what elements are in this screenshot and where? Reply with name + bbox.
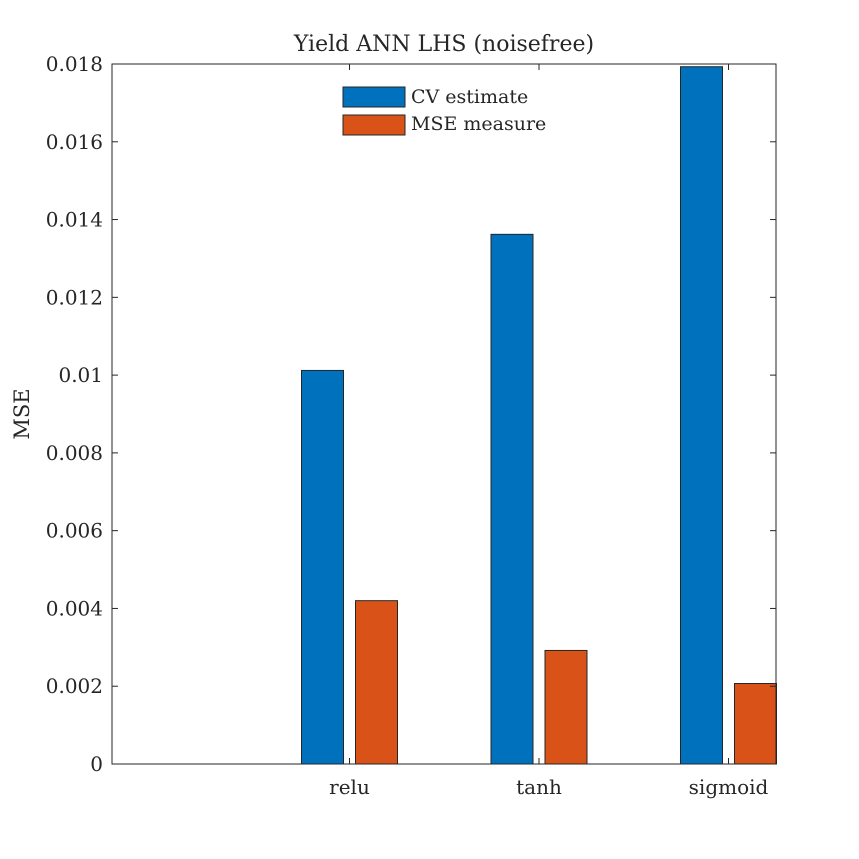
- legend: CV estimate MSE measure: [336, 80, 552, 140]
- y-axis-label: MSE: [10, 388, 34, 439]
- x-tick-label-sigmoid: sigmoid: [689, 775, 769, 799]
- bar-cv-estimate-sigmoid: [680, 66, 723, 765]
- bar-mse-measure-relu: [355, 600, 398, 765]
- bars-group: [301, 66, 777, 765]
- y-tick-label: 0.018: [46, 52, 103, 76]
- y-tick-label: 0.004: [46, 596, 103, 620]
- plot-background: [112, 64, 776, 764]
- ticks-group: 0 0.002 0.004 0.006 0.008 0.01 0.012 0.014 0.016…: [46, 52, 776, 799]
- y-tick-label: 0.002: [46, 674, 103, 698]
- legend-label-cv-estimate: CV estimate: [411, 86, 528, 108]
- legend-label-mse-measure: MSE measure: [411, 113, 546, 135]
- bar-cv-estimate-relu: [301, 369, 344, 765]
- y-tick-label: 0.014: [46, 208, 103, 232]
- y-tick-label: 0: [90, 752, 103, 776]
- y-tick-label: 0.008: [46, 441, 103, 465]
- plot-frame: [111, 63, 777, 765]
- x-tick-label-relu: relu: [329, 775, 370, 799]
- y-tick-label: 0.006: [46, 519, 103, 543]
- y-tick-label: 0.016: [46, 130, 103, 154]
- bar-mse-measure-sigmoid: [734, 683, 777, 765]
- bar-cv-estimate-tanh: [490, 233, 534, 765]
- bar-mse-measure-tanh: [544, 649, 588, 765]
- legend-swatch-mse-measure: [342, 114, 406, 136]
- x-tick-label-tanh: tanh: [516, 775, 562, 799]
- chart-title: Yield ANN LHS (noisefree): [293, 32, 594, 57]
- y-tick-label: 0.01: [58, 363, 103, 387]
- y-tick-label: 0.012: [46, 285, 103, 309]
- legend-swatch-cv-estimate: [342, 86, 406, 108]
